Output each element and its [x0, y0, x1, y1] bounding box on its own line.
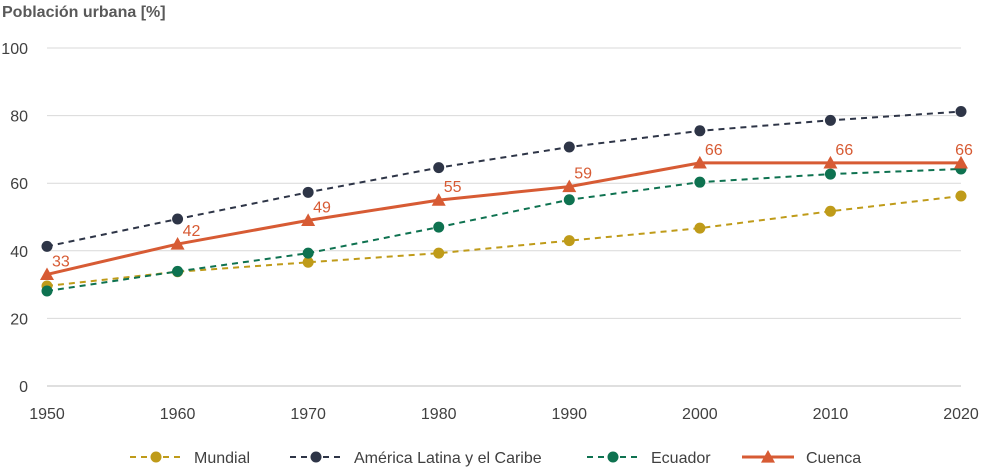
data-point-america-latina-y-el-caribe — [302, 186, 314, 198]
data-point-mundial — [824, 205, 836, 217]
data-point-cuenca — [692, 155, 707, 169]
legend-item-america-latina-y-el-caribe: América Latina y el Caribe — [290, 450, 542, 467]
data-point-america-latina-y-el-caribe — [172, 213, 184, 225]
data-label: 55 — [444, 179, 462, 196]
data-label: 59 — [574, 166, 592, 183]
data-point-cuenca — [301, 213, 316, 226]
legend-marker — [607, 451, 619, 463]
series-cuenca — [40, 155, 968, 281]
data-point-cuenca — [40, 267, 54, 281]
data-point-cuenca — [170, 237, 185, 250]
x-tick-label: 2010 — [813, 406, 849, 423]
series-mundial — [41, 190, 967, 292]
data-point-america-latina-y-el-caribe — [694, 125, 706, 137]
legend-marker — [150, 451, 162, 463]
data-point-mundial — [302, 256, 314, 268]
y-tick-label: 80 — [10, 109, 28, 126]
x-tick-label: 2000 — [682, 406, 718, 423]
chart-title: Población urbana [%] — [2, 4, 166, 21]
legend-marker — [310, 451, 322, 463]
y-tick-label: 100 — [1, 41, 28, 58]
data-label: 42 — [183, 223, 201, 240]
series-line-america-latina-y-el-caribe — [46, 110, 962, 248]
x-tick-label: 1950 — [29, 406, 65, 423]
data-point-cuenca — [954, 155, 968, 169]
x-tick-label: 2020 — [943, 406, 979, 423]
data-label: 66 — [835, 142, 853, 159]
data-point-mundial — [694, 222, 706, 234]
legend-label: América Latina y el Caribe — [354, 450, 542, 467]
x-tick-label: 1970 — [290, 406, 326, 423]
legend-item-ecuador: Ecuador — [587, 450, 711, 467]
data-point-america-latina-y-el-caribe — [955, 106, 967, 118]
legend-item-mundial: Mundial — [130, 450, 250, 467]
data-point-ecuador — [41, 285, 53, 297]
legend-marker — [761, 450, 775, 463]
data-point-ecuador — [563, 194, 575, 206]
series-america-latina-y-el-caribe — [41, 106, 967, 252]
data-point-mundial — [563, 235, 575, 247]
x-tick-label: 1960 — [160, 406, 196, 423]
y-tick-label: 20 — [10, 311, 28, 328]
data-point-america-latina-y-el-caribe — [41, 240, 53, 252]
legend-label: Cuenca — [806, 450, 861, 467]
y-tick-label: 40 — [10, 244, 28, 261]
data-point-ecuador — [694, 176, 706, 188]
data-point-cuenca — [431, 193, 446, 206]
data-label: 66 — [705, 142, 723, 159]
data-point-america-latina-y-el-caribe — [824, 114, 836, 126]
data-label: 49 — [313, 199, 331, 216]
y-tick-label: 0 — [19, 379, 28, 396]
data-point-cuenca — [823, 155, 838, 169]
legend-label: Ecuador — [651, 450, 711, 467]
data-point-america-latina-y-el-caribe — [563, 141, 575, 153]
data-point-ecuador — [302, 247, 314, 259]
x-tick-label: 1990 — [551, 406, 587, 423]
x-tick-label: 1980 — [421, 406, 457, 423]
data-point-ecuador — [433, 221, 445, 233]
legend-label: Mundial — [194, 450, 250, 467]
legend-item-cuenca: Cuenca — [742, 450, 861, 467]
data-point-ecuador — [824, 168, 836, 180]
y-tick-label: 60 — [10, 176, 28, 193]
data-point-mundial — [433, 247, 445, 259]
data-label: 66 — [955, 142, 973, 159]
data-point-mundial — [955, 190, 967, 202]
series-line-mundial — [46, 195, 962, 287]
data-point-ecuador — [172, 265, 184, 277]
data-label: 33 — [52, 253, 70, 270]
series-ecuador — [41, 163, 967, 297]
series-line-ecuador — [46, 168, 962, 293]
data-point-america-latina-y-el-caribe — [433, 162, 445, 174]
series-line-cuenca — [46, 161, 961, 276]
data-point-cuenca — [562, 179, 577, 193]
